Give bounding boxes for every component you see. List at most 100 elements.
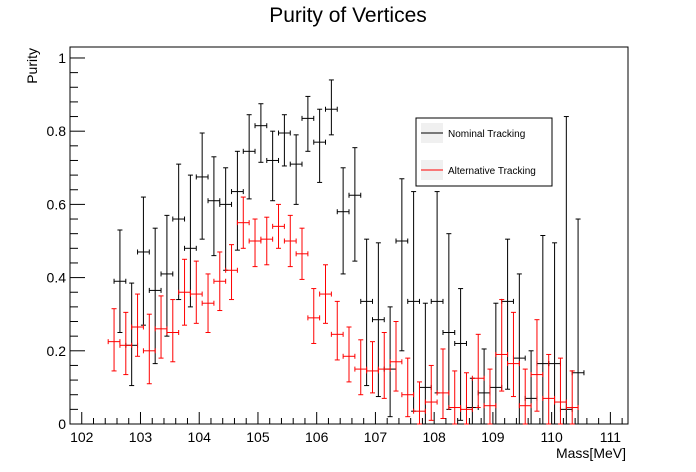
x-tick-label: 108	[422, 429, 446, 445]
axes: 102 103 104 105 106 107 108 109 110 111 0 0.2 0.4 0.6…	[47, 50, 623, 445]
data-point	[107, 308, 121, 372]
y-tick-label: 1	[58, 50, 66, 66]
data-point	[407, 191, 420, 412]
y-tick-label: 0.6	[47, 196, 67, 212]
data-point	[501, 238, 514, 390]
data-point	[236, 196, 250, 249]
data-point	[207, 156, 221, 257]
data-point	[272, 203, 285, 249]
data-point	[131, 293, 144, 357]
data-point	[366, 341, 379, 394]
data-point	[254, 103, 268, 163]
data-point	[413, 381, 426, 425]
data-point	[119, 311, 133, 376]
x-tick-label: 109	[481, 429, 505, 445]
data-point	[542, 353, 556, 425]
data-point	[477, 348, 491, 425]
series-layer	[107, 79, 585, 425]
data-point	[213, 251, 227, 312]
legend: Nominal Tracking Alternative Tracking	[415, 117, 553, 187]
y-tick-label: 0.2	[47, 343, 67, 359]
chart-title: Purity of Vertices	[269, 4, 427, 27]
data-point	[172, 163, 186, 301]
data-point	[442, 233, 456, 410]
data-point	[231, 150, 244, 251]
y-tick-label: 0.4	[47, 270, 67, 286]
x-tick-label: 103	[129, 429, 153, 445]
data-point	[295, 227, 309, 280]
x-tick-label: 105	[246, 429, 270, 445]
plot-frame	[69, 46, 629, 425]
data-point	[201, 273, 215, 333]
data-point	[559, 116, 573, 425]
data-point	[325, 79, 338, 136]
data-point	[160, 214, 174, 337]
legend-label-nominal: Nominal Tracking	[448, 129, 525, 140]
data-point	[401, 357, 415, 418]
data-point	[260, 216, 274, 266]
data-point	[225, 244, 238, 301]
y-axis-label: Purity	[24, 48, 40, 84]
data-point	[330, 300, 344, 361]
data-point	[571, 218, 585, 425]
y-tick-label: 0	[58, 416, 66, 432]
data-point	[148, 227, 162, 365]
data-point	[189, 260, 203, 324]
series-alternative	[107, 196, 579, 425]
x-tick-label: 111	[600, 429, 621, 445]
x-tick-label: 107	[364, 429, 388, 445]
data-point	[278, 114, 291, 167]
data-point	[395, 178, 409, 352]
data-point	[266, 130, 280, 202]
data-point	[554, 357, 567, 425]
data-point	[137, 196, 150, 326]
data-point	[336, 167, 350, 275]
data-point	[289, 134, 303, 205]
data-point	[354, 339, 368, 396]
data-point	[518, 368, 532, 425]
data-point	[495, 299, 509, 392]
data-point	[565, 370, 579, 425]
legend-label-alternative: Alternative Tracking	[448, 166, 536, 177]
x-tick-label: 104	[188, 429, 212, 445]
data-point	[142, 313, 156, 385]
data-point	[448, 370, 462, 425]
data-point	[125, 282, 139, 387]
data-point	[377, 331, 391, 399]
data-point	[524, 350, 538, 425]
x-tick-label: 110	[540, 429, 563, 445]
data-point	[483, 368, 497, 425]
data-point	[389, 321, 403, 392]
data-point	[219, 167, 233, 271]
data-point	[536, 235, 550, 425]
data-point	[471, 333, 485, 409]
x-tick-label: 106	[305, 429, 329, 445]
data-point	[154, 295, 168, 359]
data-point	[371, 242, 385, 398]
data-point	[319, 264, 332, 324]
data-point	[283, 214, 297, 268]
data-point	[342, 326, 356, 383]
data-point	[184, 174, 197, 308]
data-point	[242, 114, 256, 200]
data-point	[313, 108, 327, 183]
data-point	[301, 95, 315, 152]
data-point	[418, 302, 432, 425]
data-point	[454, 288, 467, 421]
data-point	[430, 191, 444, 394]
data-point	[436, 348, 450, 420]
data-point	[348, 147, 362, 262]
data-point	[530, 319, 544, 412]
data-point	[424, 364, 438, 421]
data-point	[465, 377, 479, 425]
x-axis-label: Mass[MeV]	[556, 445, 626, 461]
data-point	[195, 132, 209, 240]
data-point	[507, 311, 520, 398]
x-tick-label: 102	[70, 429, 94, 445]
data-point	[307, 288, 321, 344]
data-point	[460, 372, 473, 425]
data-point	[248, 218, 262, 268]
data-point	[178, 258, 191, 326]
y-tick-label: 0.8	[47, 123, 67, 139]
